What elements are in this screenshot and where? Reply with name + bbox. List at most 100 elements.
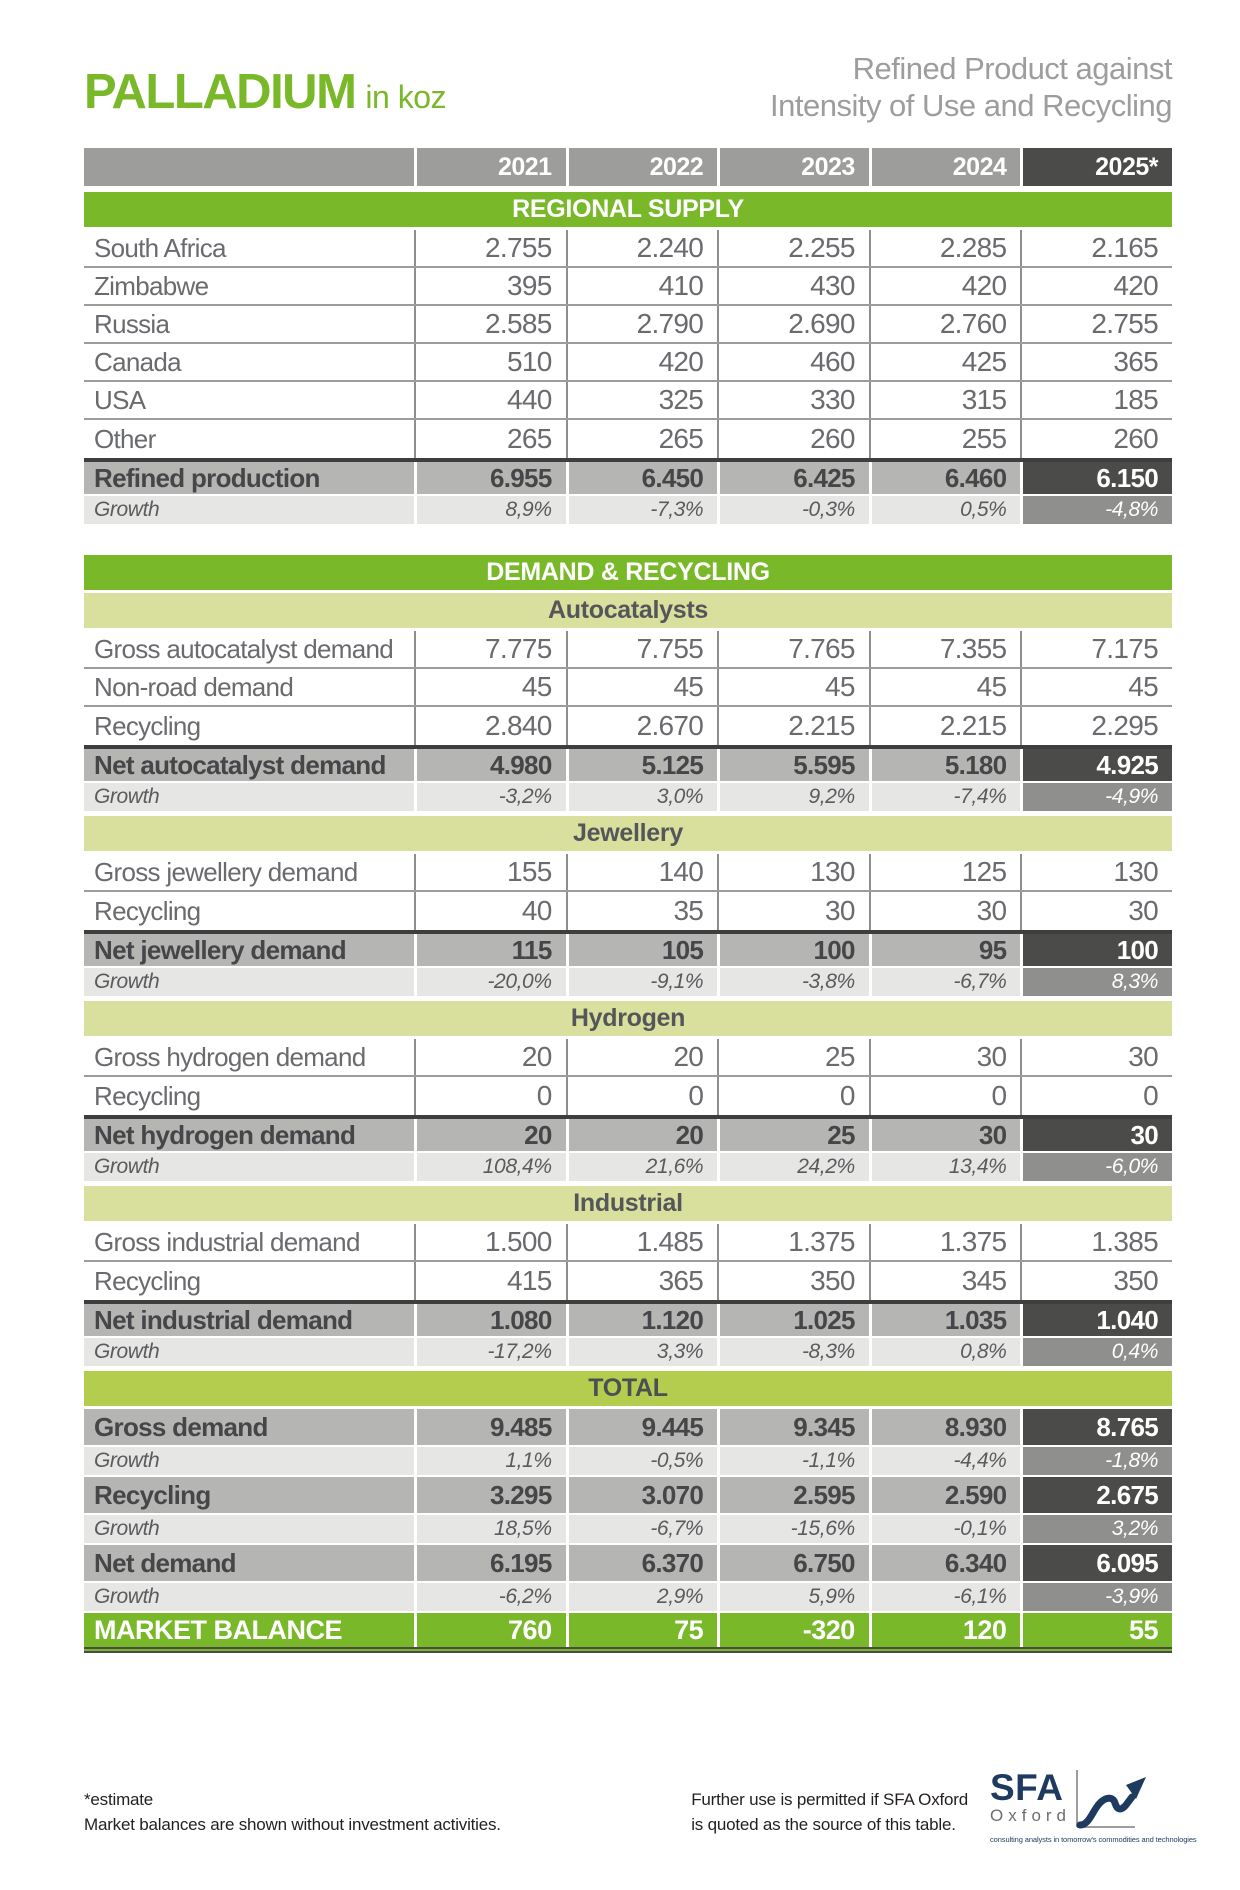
value-cell: 35 bbox=[565, 892, 718, 930]
value-cell: -1,1% bbox=[717, 1447, 869, 1475]
table-row-growth: Growth 8,9% -7,3% -0,3% 0,5% -4,8% bbox=[84, 496, 1172, 526]
value-cell: -7,3% bbox=[565, 496, 718, 524]
row-label: Russia bbox=[94, 308, 170, 339]
value-cell: 3.070 bbox=[565, 1477, 718, 1513]
value-cell: 0,4% bbox=[1020, 1338, 1172, 1366]
row-label: Recycling bbox=[94, 1080, 201, 1111]
section-header-hydrogen: Hydrogen bbox=[84, 1001, 1172, 1036]
value-cell: 350 bbox=[1020, 1262, 1172, 1300]
table-row-growth: Growth -17,2% 3,3% -8,3% 0,8% 0,4% bbox=[84, 1338, 1172, 1368]
value-cell: 2.285 bbox=[868, 230, 1021, 266]
value-cell: 1.025 bbox=[717, 1304, 869, 1336]
value-cell: 255 bbox=[868, 420, 1021, 458]
section-header-label: REGIONAL SUPPLY bbox=[512, 195, 744, 223]
value-cell: 7.755 bbox=[565, 631, 718, 667]
table-row-recycling: Recycling 3.295 3.070 2.595 2.590 2.675 bbox=[84, 1477, 1172, 1515]
value-cell: -6,2% bbox=[414, 1583, 566, 1611]
year-header-2021: 2021 bbox=[414, 148, 566, 186]
year-header-2023: 2023 bbox=[717, 148, 869, 186]
value-cell: 260 bbox=[717, 420, 869, 458]
row-label: Growth bbox=[94, 1155, 160, 1178]
table-row-non-road-demand: Non-road demand 45 45 45 45 45 bbox=[84, 669, 1172, 707]
value-cell: 0 bbox=[414, 1077, 566, 1115]
value-cell: 1.040 bbox=[1020, 1304, 1172, 1336]
value-cell: 108,4% bbox=[414, 1153, 566, 1181]
balance-note: Market balances are shown without invest… bbox=[84, 1814, 501, 1834]
value-cell: 420 bbox=[565, 344, 718, 380]
logo-wordmark: SFA Oxford bbox=[990, 1769, 1071, 1826]
table-row-recycling: Recycling 415 365 350 345 350 bbox=[84, 1262, 1172, 1300]
page-unit: in koz bbox=[365, 79, 446, 115]
value-cell: -9,1% bbox=[565, 968, 718, 996]
value-cell: 30 bbox=[717, 892, 869, 930]
value-cell: 130 bbox=[1020, 854, 1172, 890]
row-label: Recycling bbox=[94, 710, 201, 741]
value-cell: 9,2% bbox=[717, 783, 869, 811]
permission-line-1: Further use is permitted if SFA Oxford bbox=[691, 1790, 968, 1809]
table-row-net-hydrogen-demand: Net hydrogen demand 20 20 25 30 30 bbox=[84, 1115, 1172, 1153]
value-cell: 4.980 bbox=[414, 749, 566, 781]
value-cell: 8,3% bbox=[1020, 968, 1172, 996]
value-cell: 410 bbox=[565, 268, 718, 304]
row-label: Canada bbox=[94, 346, 182, 377]
value-cell: -0,5% bbox=[565, 1447, 718, 1475]
row-label: South Africa bbox=[94, 232, 226, 263]
row-label: Other bbox=[94, 423, 156, 454]
table-row-growth: Growth 18,5% -6,7% -15,6% -0,1% 3,2% bbox=[84, 1515, 1172, 1545]
value-cell: 265 bbox=[565, 420, 718, 458]
value-cell: 5,9% bbox=[717, 1583, 869, 1611]
value-cell: 45 bbox=[868, 669, 1021, 705]
value-cell: 13,4% bbox=[868, 1153, 1021, 1181]
value-cell: -3,8% bbox=[717, 968, 869, 996]
value-cell: 260 bbox=[1020, 420, 1172, 458]
value-cell: 365 bbox=[565, 1262, 718, 1300]
table-row-growth: Growth -20,0% -9,1% -3,8% -6,7% 8,3% bbox=[84, 968, 1172, 998]
year-header-spacer bbox=[84, 148, 414, 186]
value-cell: 2.215 bbox=[868, 707, 1021, 745]
value-cell: 20 bbox=[414, 1039, 566, 1075]
value-cell: -4,4% bbox=[868, 1447, 1021, 1475]
value-cell: 20 bbox=[414, 1119, 566, 1151]
value-cell: 420 bbox=[1020, 268, 1172, 304]
table-row-south-africa: South Africa 2.755 2.240 2.255 2.285 2.165 bbox=[84, 230, 1172, 268]
value-cell: 420 bbox=[868, 268, 1021, 304]
table-row-recycling: Recycling 2.840 2.670 2.215 2.215 2.295 bbox=[84, 707, 1172, 745]
table-row-gross-industrial-demand: Gross industrial demand 1.500 1.485 1.375 1.… bbox=[84, 1224, 1172, 1262]
value-cell: 6.150 bbox=[1020, 462, 1172, 494]
row-label: Net hydrogen demand bbox=[94, 1119, 356, 1150]
value-cell: 8,9% bbox=[414, 496, 566, 524]
value-cell: 40 bbox=[414, 892, 566, 930]
value-cell: 2.675 bbox=[1020, 1477, 1172, 1513]
value-cell: 7.175 bbox=[1020, 631, 1172, 667]
table-row-gross-hydrogen-demand: Gross hydrogen demand 20 20 25 30 30 bbox=[84, 1039, 1172, 1077]
table-row-net-jewellery-demand: Net jewellery demand 115 105 100 95 100 bbox=[84, 930, 1172, 968]
row-label: Growth bbox=[94, 1449, 160, 1472]
table-row-growth: Growth -3,2% 3,0% 9,2% -7,4% -4,9% bbox=[84, 783, 1172, 813]
row-label: Net autocatalyst demand bbox=[94, 749, 386, 780]
page-header: PALLADIUM in koz Refined Product against … bbox=[84, 50, 1173, 124]
page-title: PALLADIUM bbox=[84, 65, 357, 119]
row-label: Growth bbox=[94, 498, 160, 521]
value-cell: 8.765 bbox=[1020, 1409, 1172, 1445]
value-cell: -0,3% bbox=[717, 496, 869, 524]
value-cell: 1.385 bbox=[1020, 1224, 1172, 1260]
value-cell: 2.165 bbox=[1020, 230, 1172, 266]
permission-note: Further use is permitted if SFA Oxford i… bbox=[691, 1788, 968, 1837]
value-cell: 395 bbox=[414, 268, 566, 304]
row-label: Non-road demand bbox=[94, 671, 294, 702]
value-cell: 95 bbox=[868, 934, 1021, 966]
value-cell: 6.750 bbox=[717, 1545, 869, 1581]
value-cell: 20 bbox=[565, 1039, 718, 1075]
table-row-net-autocatalyst-demand: Net autocatalyst demand 4.980 5.125 5.595 5.… bbox=[84, 745, 1172, 783]
table-gap bbox=[84, 526, 1172, 552]
section-header-label: Industrial bbox=[573, 1189, 683, 1217]
value-cell: -320 bbox=[717, 1613, 869, 1647]
table-row-gross-autocatalyst-demand: Gross autocatalyst demand 7.775 7.755 7.765… bbox=[84, 631, 1172, 669]
value-cell: 30 bbox=[868, 892, 1021, 930]
value-cell: 2.595 bbox=[717, 1477, 869, 1513]
value-cell: 5.595 bbox=[717, 749, 869, 781]
row-label: Growth bbox=[94, 1517, 160, 1540]
value-cell: 21,6% bbox=[565, 1153, 718, 1181]
table-row-russia: Russia 2.585 2.790 2.690 2.760 2.755 bbox=[84, 306, 1172, 344]
